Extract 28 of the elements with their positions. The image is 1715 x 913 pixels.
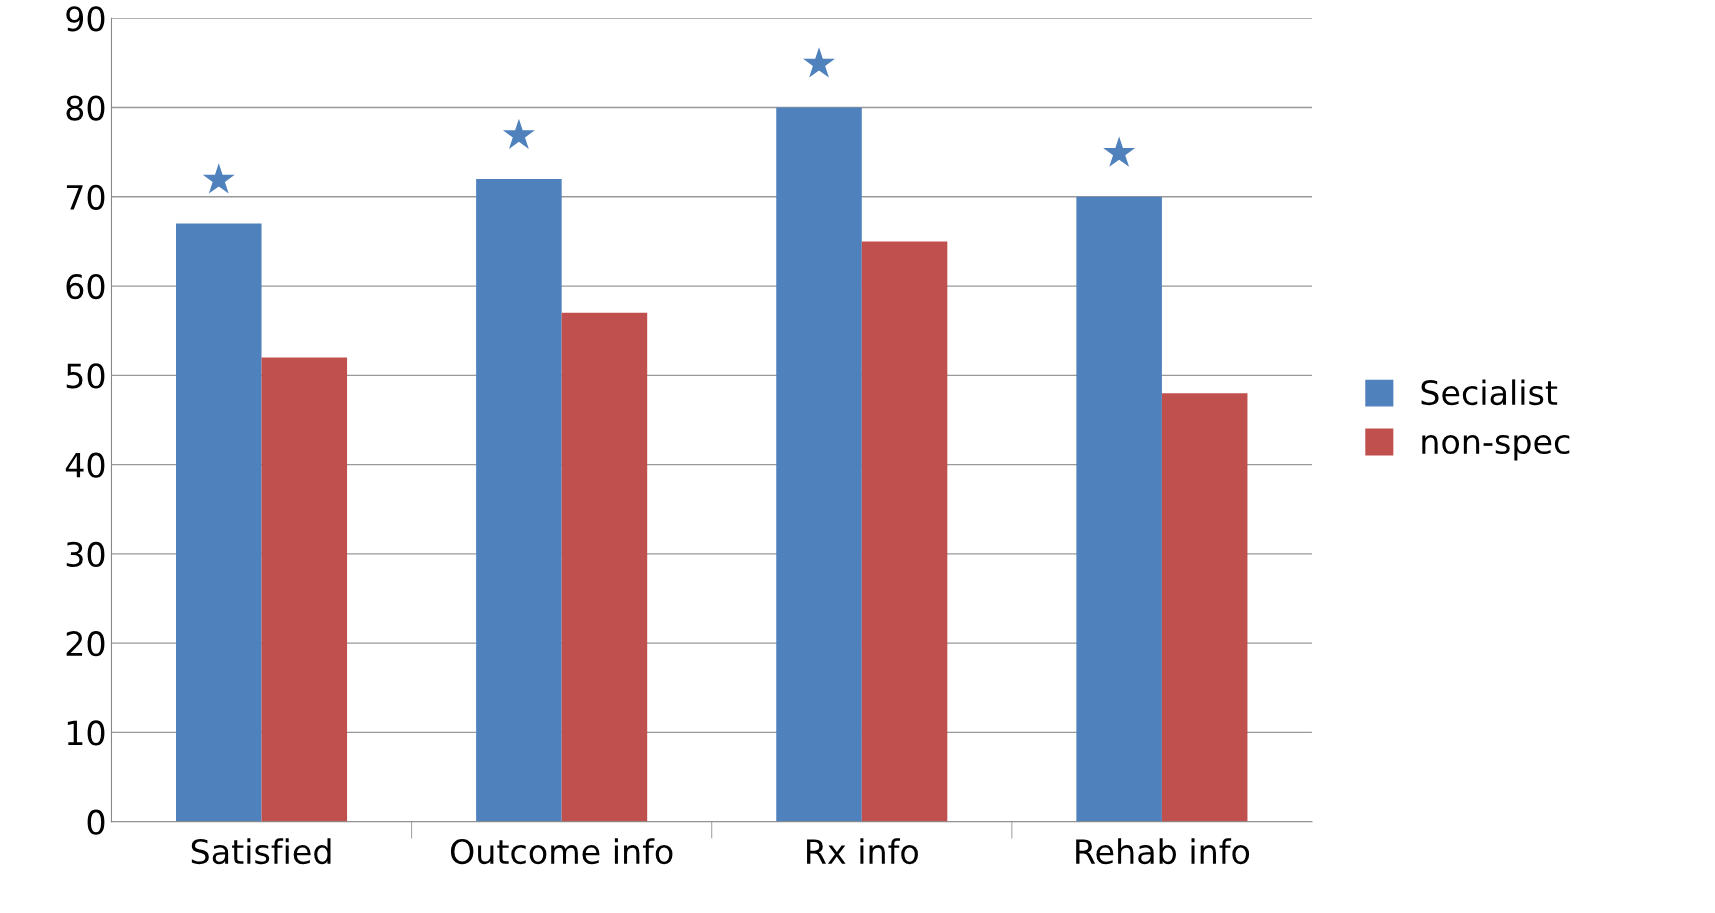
- y-tick-label: 40: [65, 452, 105, 478]
- y-tick-label: 10: [67, 720, 105, 746]
- bar: [1076, 196, 1162, 822]
- y-tick-label: 90: [66, 6, 105, 32]
- y-tick-label: 50: [66, 363, 105, 389]
- legend-label: non-spec: [1422, 434, 1570, 461]
- legend-label: Secialist: [1421, 379, 1558, 406]
- annotation: ★: [803, 47, 835, 78]
- y-tick-label: 0: [87, 809, 105, 835]
- bar: [861, 241, 948, 822]
- bar: [1161, 393, 1248, 822]
- bar: [476, 178, 562, 822]
- y-tick-label: 80: [66, 95, 105, 121]
- annotation: ★: [202, 163, 235, 194]
- x-tick-label: Rx info: [807, 838, 918, 865]
- y-tick-label: 30: [66, 541, 105, 568]
- x-tick-label: Satisfied: [191, 838, 331, 865]
- bar: [776, 107, 862, 822]
- annotation: ★: [1103, 136, 1136, 167]
- y-tick-label: 70: [66, 184, 105, 210]
- x-tick-label: Rehab info: [1076, 838, 1250, 865]
- bar: [176, 223, 262, 822]
- annotation: ★: [502, 118, 535, 149]
- bar: [261, 357, 348, 822]
- x-tick-label: Outcome info: [450, 838, 673, 865]
- y-tick-label: 20: [66, 631, 105, 657]
- y-tick-label: 60: [66, 274, 105, 300]
- bar: [561, 312, 648, 822]
